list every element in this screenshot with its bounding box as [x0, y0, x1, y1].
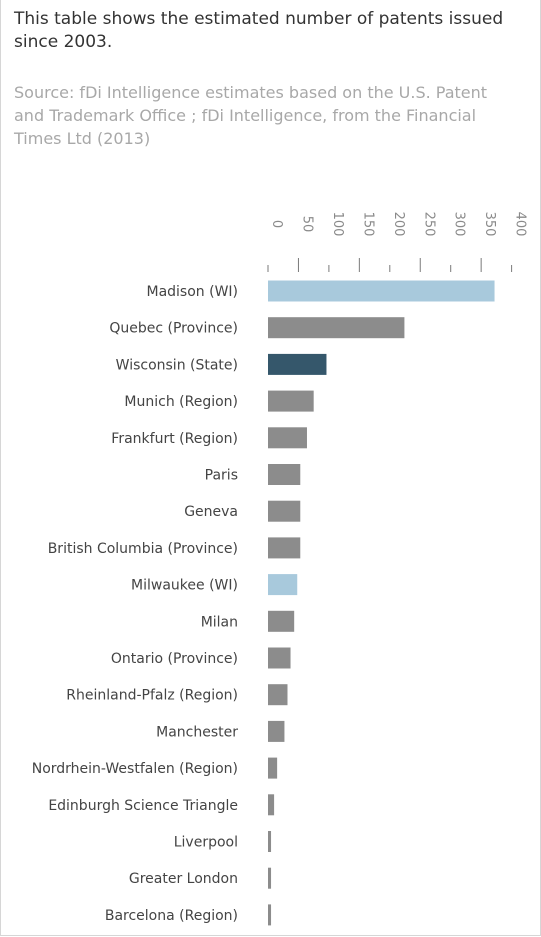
x-tick-label: 150 [360, 212, 375, 237]
category-label: Nordrhein-Westfalen (Region) [32, 761, 238, 777]
category-label: Ontario (Province) [111, 651, 238, 667]
category-label: Paris [205, 468, 238, 484]
bars [268, 280, 495, 926]
x-axis: 0 50 100 150 200 250 300 350 400 [267, 212, 528, 272]
bar [268, 610, 295, 632]
category-label: Munich (Region) [124, 394, 238, 410]
x-tick-label: 250 [421, 212, 436, 237]
category-label: Madison (WI) [146, 284, 238, 300]
bar [268, 867, 272, 889]
bar [268, 317, 405, 339]
x-tick-label: 300 [452, 212, 467, 237]
category-label: Rheinland-Pfalz (Region) [66, 688, 238, 704]
x-tick-label: 50 [299, 216, 314, 233]
category-label: Manchester [156, 724, 238, 740]
bar [268, 537, 301, 559]
category-label: British Columbia (Province) [48, 541, 238, 557]
bar [268, 757, 278, 779]
chart-source: Source: fDi Intelligence estimates based… [14, 83, 488, 148]
category-label: Wisconsin (State) [116, 357, 238, 373]
x-tick-label: 350 [482, 212, 497, 237]
bar [268, 720, 285, 742]
category-label: Milan [201, 614, 238, 630]
bar [268, 904, 272, 926]
category-label: Edinburgh Science Triangle [48, 798, 238, 814]
x-tick-label: 200 [391, 212, 406, 237]
bar [268, 647, 291, 669]
category-label: Barcelona (Region) [105, 908, 238, 924]
bar [268, 794, 275, 816]
x-tick-label: 400 [513, 212, 528, 237]
bar [268, 427, 307, 449]
bar [268, 390, 314, 412]
x-tick-label: 0 [269, 220, 284, 228]
chart-description: This table shows the estimated number of… [14, 9, 504, 52]
bar [268, 464, 301, 485]
category-label: Greater London [129, 871, 238, 887]
bar [268, 353, 327, 375]
category-label: Frankfurt (Region) [111, 431, 238, 447]
bar [268, 280, 495, 302]
bar [268, 574, 298, 596]
bar [268, 684, 288, 706]
x-tick-label: 100 [330, 212, 345, 237]
category-label: Quebec (Province) [109, 321, 238, 337]
category-labels: Madison (WI) Quebec (Province) Wisconsin (… [32, 284, 239, 924]
bar [268, 831, 272, 852]
category-label: Milwaukee (WI) [131, 578, 238, 594]
bar [268, 500, 301, 522]
category-label: Liverpool [174, 835, 238, 851]
category-label: Geneva [184, 504, 238, 520]
